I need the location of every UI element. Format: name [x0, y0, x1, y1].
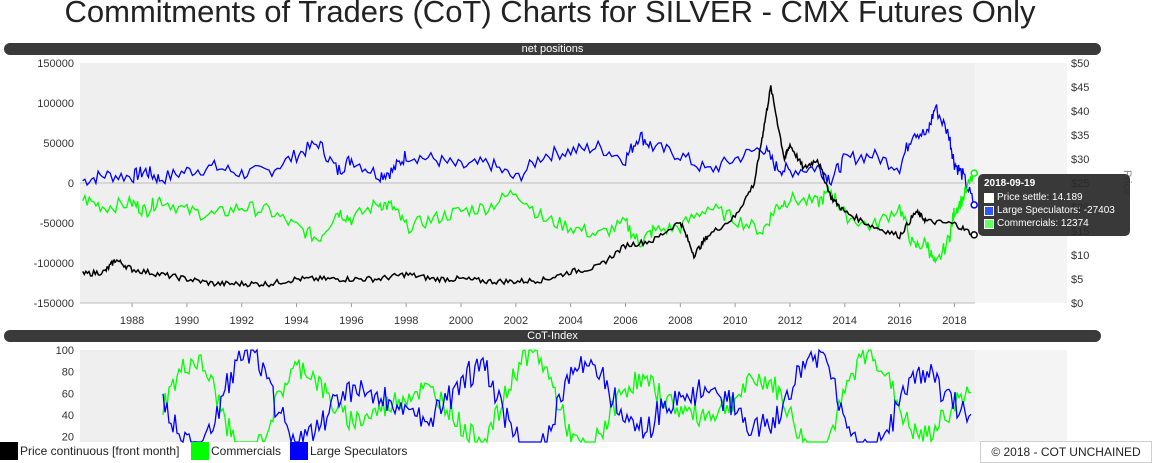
data-tooltip: 2018-09-19 Price settle: 14.189 Large Sp… — [978, 174, 1130, 236]
x-tick-label: 1990 — [175, 315, 199, 327]
x-tick-label: 1988 — [120, 315, 144, 327]
series-end-marker — [970, 201, 978, 209]
y2-tick-label: $50 — [1071, 58, 1089, 70]
tooltip-row-price: Price settle: 14.189 — [984, 191, 1124, 204]
y-tick-label: -150000 — [34, 298, 74, 310]
page-title: Commitments of Traders (CoT) Charts for … — [64, 0, 1036, 29]
x-tick-label: 2016 — [887, 315, 911, 327]
x-tick-label: 1996 — [339, 315, 363, 327]
x-tick-label: 2000 — [449, 315, 473, 327]
cot-y-tick-label: 60 — [62, 388, 74, 400]
legend-item-price[interactable]: Price continuous [front month] — [0, 442, 180, 460]
cot-index-side-area — [975, 350, 1067, 442]
legend-label-large-speculators: Large Speculators — [310, 444, 408, 458]
y2-tick-label: $35 — [1071, 130, 1089, 142]
x-tick-label: 2002 — [504, 315, 528, 327]
cot-series-line-commercials — [162, 349, 972, 444]
legend-label-commercials: Commercials — [211, 444, 282, 458]
cot-y-tick-label: 100 — [56, 345, 74, 357]
y-tick-label: -50000 — [40, 218, 74, 230]
y-tick-label: 50000 — [43, 138, 74, 150]
series-line-large-speculators — [82, 104, 975, 206]
x-tick-label: 1998 — [394, 315, 418, 327]
series-end-marker — [970, 231, 978, 239]
x-tick-label: 1992 — [229, 315, 253, 327]
series-line-commercials — [82, 172, 975, 265]
x-tick-label: 2014 — [833, 315, 857, 327]
tooltip-speculators-text: Large Speculators: -27403 — [997, 205, 1115, 216]
tooltip-swatch-price — [984, 192, 994, 203]
x-tick-label: 2006 — [613, 315, 637, 327]
y2-tick-label: $10 — [1071, 250, 1089, 262]
cot-y-tick-label: 40 — [62, 410, 74, 422]
y-tick-label: -100000 — [34, 258, 74, 270]
legend-swatch-price — [0, 442, 18, 460]
section-bar-cot-index: CoT-Index — [4, 330, 1101, 342]
x-tick-label: 2008 — [668, 315, 692, 327]
series-end-marker — [970, 169, 978, 177]
copyright-notice: © 2018 - COT UNCHAINED — [980, 441, 1152, 463]
y2-tick-label: $0 — [1071, 298, 1083, 310]
legend-label-price: Price continuous [front month] — [20, 444, 180, 458]
cot-y-tick-label: 80 — [62, 367, 74, 379]
x-tick-label: 1994 — [284, 315, 308, 327]
cot-y-tick-label: 20 — [62, 432, 74, 444]
tooltip-swatch-commercials — [984, 218, 994, 229]
y-tick-label: 0 — [68, 178, 74, 190]
x-tick-label: 2010 — [723, 315, 747, 327]
series-line-price — [82, 85, 975, 288]
y-tick-label: 100000 — [37, 98, 74, 110]
tooltip-row-commercials: Commercials: 12374 — [984, 217, 1124, 230]
x-tick-label: 2018 — [942, 315, 966, 327]
y2-tick-label: $45 — [1071, 82, 1089, 94]
legend-item-large-speculators[interactable]: Large Speculators — [290, 442, 408, 460]
legend-item-commercials[interactable]: Commercials — [191, 442, 282, 460]
x-tick-label: 2004 — [558, 315, 582, 327]
y2-tick-label: $30 — [1071, 154, 1089, 166]
tooltip-price-text: Price settle: 14.189 — [997, 192, 1083, 203]
y2-tick-label: $40 — [1071, 106, 1089, 118]
legend-swatch-large-speculators — [290, 442, 308, 460]
y-tick-label: 150000 — [37, 58, 74, 70]
y2-tick-label: $5 — [1071, 274, 1083, 286]
tooltip-row-speculators: Large Speculators: -27403 — [984, 204, 1124, 217]
tooltip-swatch-speculators — [984, 205, 994, 216]
tooltip-date: 2018-09-19 — [984, 178, 1036, 189]
tooltip-commercials-text: Commercials: 12374 — [997, 218, 1089, 229]
x-tick-label: 2012 — [778, 315, 802, 327]
legend-swatch-commercials — [191, 442, 209, 460]
section-bar-net-positions: net positions — [4, 43, 1101, 55]
